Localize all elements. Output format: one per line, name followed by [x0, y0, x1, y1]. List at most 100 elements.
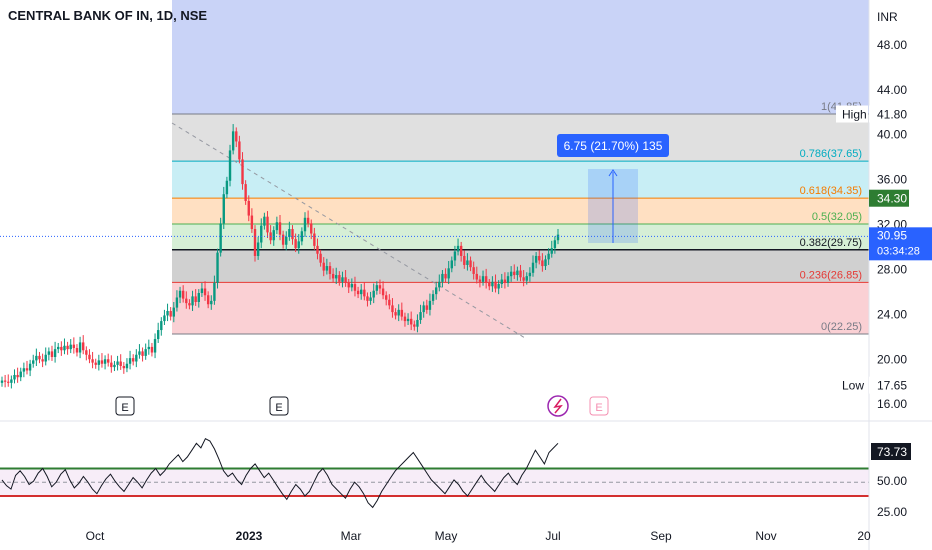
candle — [3, 374, 7, 388]
measure-label-box — [557, 134, 669, 157]
candle — [247, 195, 250, 222]
candle — [7, 374, 10, 387]
candle — [235, 127, 238, 148]
trend-line[interactable] — [171, 122, 526, 339]
candle — [60, 341, 63, 356]
price-label-box — [869, 189, 909, 207]
symbol-title[interactable]: CENTRAL BANK OF IN, 1D, NSE — [8, 8, 208, 23]
candle — [135, 349, 138, 368]
candle — [297, 234, 300, 254]
price-axis[interactable]: 48.0044.0040.0036.0032.0028.0024.0020.00… — [877, 38, 907, 411]
candle — [206, 291, 210, 309]
time-tick: Mar — [341, 529, 362, 543]
candle — [331, 268, 335, 283]
candle — [128, 350, 132, 370]
candle — [172, 301, 175, 323]
candle — [82, 335, 85, 355]
candle — [156, 322, 160, 343]
candle — [553, 236, 557, 254]
candle — [484, 268, 488, 289]
candle — [316, 238, 319, 260]
candle — [335, 267, 338, 285]
candle — [44, 347, 47, 366]
candle — [522, 270, 525, 287]
candle — [194, 289, 197, 306]
candle — [185, 291, 188, 309]
candle — [256, 236, 260, 260]
candle — [369, 291, 372, 305]
rsi-tick: 25.00 — [877, 505, 907, 519]
price-tick: 24.00 — [877, 307, 907, 321]
price-label: 34.30 — [877, 192, 907, 206]
candle — [97, 354, 101, 371]
candle — [469, 256, 472, 272]
candle — [291, 225, 294, 245]
candle — [66, 341, 69, 355]
candle — [263, 212, 266, 230]
rsi-pane[interactable] — [0, 438, 869, 509]
candle — [216, 248, 219, 289]
candle — [463, 250, 466, 269]
candle — [163, 309, 166, 326]
price-label-box — [869, 376, 909, 394]
last-price-tag: 30.95 03:34:28 — [869, 227, 932, 261]
candle — [372, 283, 375, 304]
time-axis[interactable]: Oct 2023 Mar May Jul Sep Nov 20 — [86, 529, 871, 543]
price-label-box — [869, 105, 909, 123]
candle — [103, 355, 107, 370]
candle — [375, 281, 379, 295]
candle — [456, 238, 460, 256]
candle — [72, 337, 76, 354]
candles — [0, 124, 560, 389]
candle — [231, 124, 235, 155]
candle — [178, 286, 182, 304]
fib-zone — [172, 198, 869, 224]
candle — [450, 256, 453, 273]
candle — [403, 312, 407, 327]
candle — [531, 255, 535, 277]
candle — [409, 311, 413, 331]
earnings-marker[interactable]: E — [589, 396, 609, 416]
svg-text:E: E — [121, 402, 128, 414]
candle — [322, 257, 325, 277]
candle — [491, 276, 494, 292]
candle — [500, 273, 503, 288]
candle — [481, 270, 485, 286]
lightning-icon[interactable] — [547, 395, 569, 417]
rsi-tick: 50.00 — [877, 474, 907, 488]
price-tick: 36.00 — [877, 173, 907, 187]
candle — [444, 268, 447, 283]
candle — [250, 208, 254, 233]
candle — [453, 245, 457, 267]
projection-zone — [172, 0, 869, 123]
candle — [538, 250, 541, 265]
candle — [550, 240, 553, 258]
earnings-marker[interactable]: E — [269, 396, 289, 416]
candle — [200, 282, 204, 297]
candle — [328, 262, 332, 280]
candle — [475, 266, 478, 284]
measure-label: 6.75 (21.70%) 135 — [564, 139, 663, 153]
rsi-axis[interactable]: 73.73 50.00 25.00 — [871, 443, 911, 519]
price-label-prefix-box — [836, 376, 868, 394]
candle — [341, 271, 344, 288]
price-label: 41.80 — [877, 108, 907, 122]
candle — [166, 303, 169, 322]
candle — [181, 285, 185, 303]
earnings-marker[interactable]: E — [115, 396, 135, 416]
candle — [381, 281, 385, 300]
candle — [319, 249, 322, 267]
time-tick: Oct — [86, 529, 105, 543]
candle — [63, 338, 66, 355]
fib-zone — [172, 161, 869, 199]
candle — [228, 144, 232, 187]
candle — [306, 210, 310, 228]
candle — [122, 362, 126, 374]
candle — [416, 314, 419, 333]
price-range-measure[interactable]: 6.75 (21.70%) 135 — [557, 134, 669, 243]
candle — [38, 351, 41, 364]
candle — [16, 367, 19, 383]
candle — [434, 281, 438, 300]
fib-level-label: 0.382(29.75) — [800, 237, 862, 249]
